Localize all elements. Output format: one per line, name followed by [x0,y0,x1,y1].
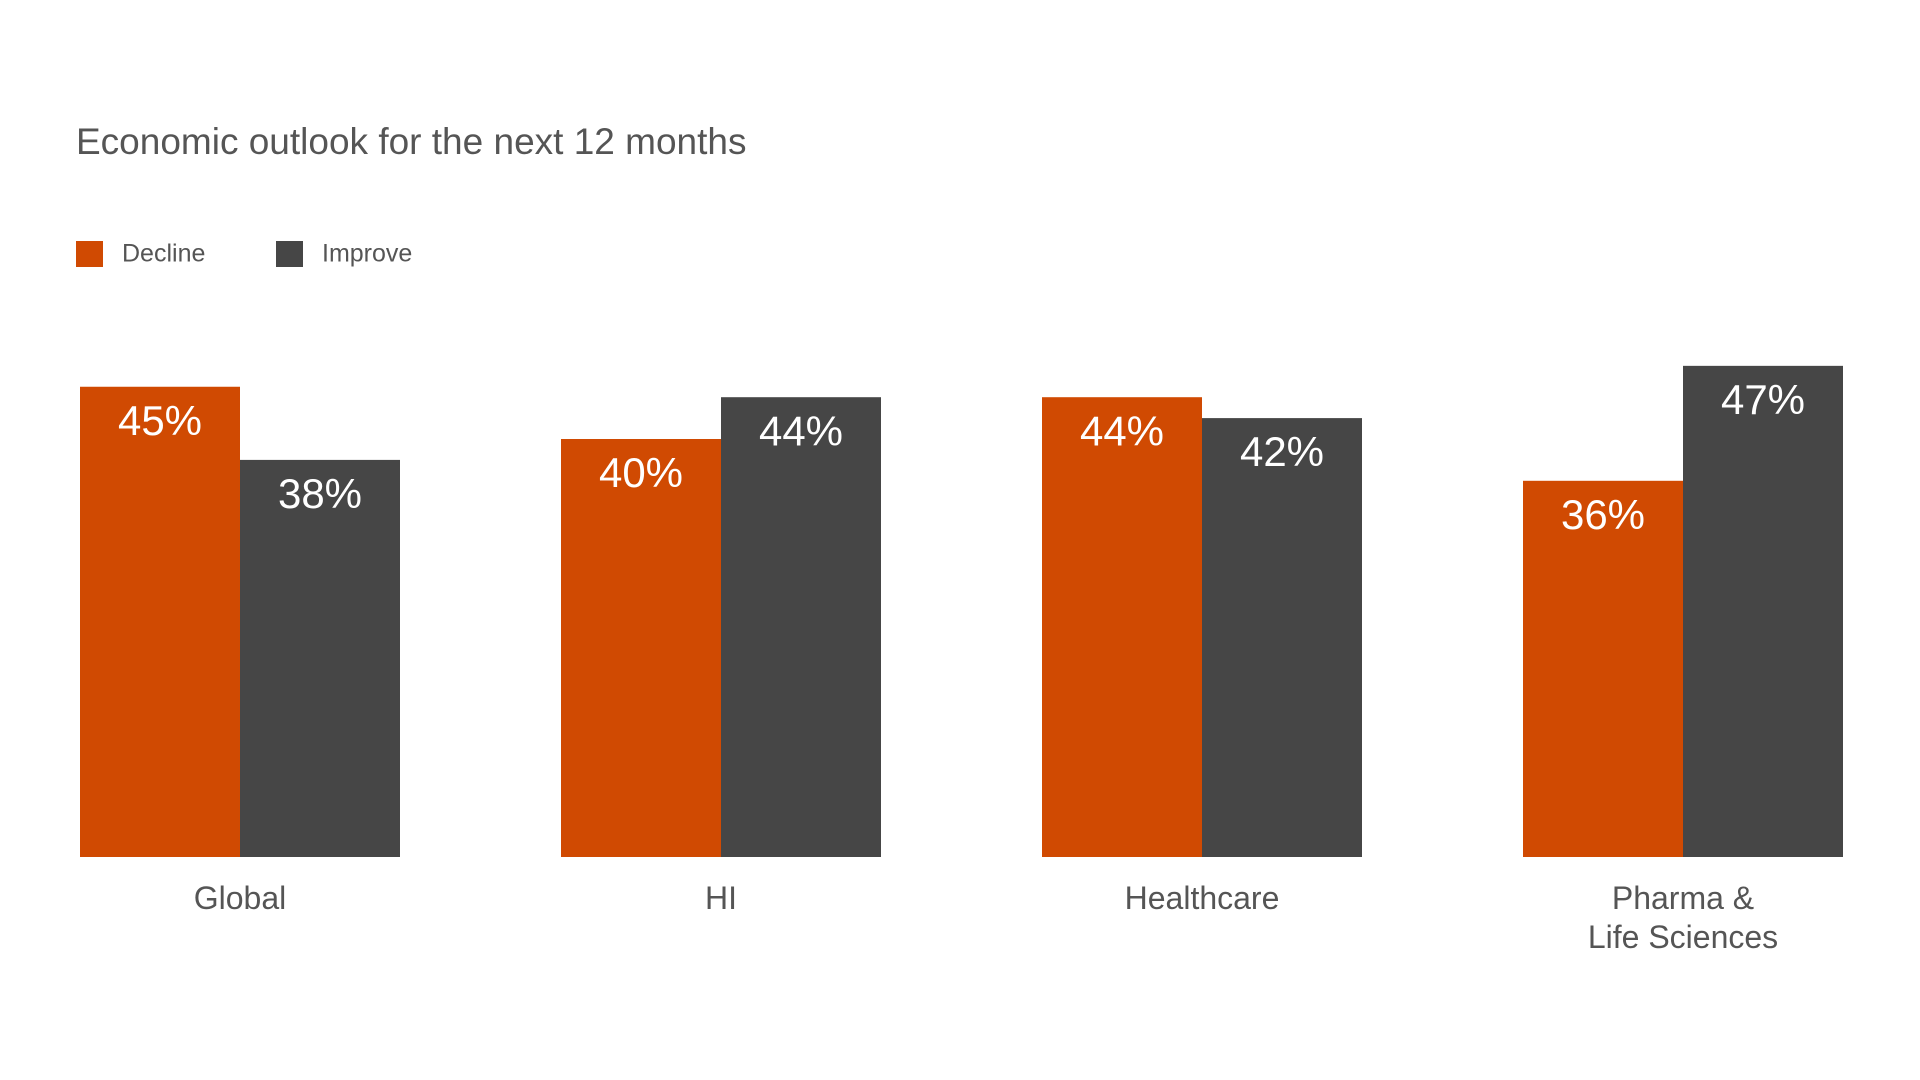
chart-title: Economic outlook for the next 12 months [76,121,746,162]
value-label: 44% [759,407,843,454]
value-label: 36% [1561,491,1645,538]
bar [1523,480,1683,857]
legend-label: Decline [122,240,205,268]
value-label: 44% [1080,407,1164,454]
bar [1042,397,1202,857]
legend-swatch [76,241,103,267]
x-tick-label: Global [193,880,287,916]
bar [1202,418,1362,857]
x-tick-label: HI [705,880,737,916]
value-label: 40% [599,449,683,496]
value-label: 38% [278,470,362,517]
bar [240,459,400,857]
bar [721,397,881,857]
value-label: 42% [1240,428,1324,475]
x-tick-label: Pharma & Life Sciences [1587,880,1779,955]
bar [1683,365,1843,857]
value-label: 45% [118,397,202,444]
legend-swatch [276,241,303,267]
legend-label: Improve [322,240,412,268]
x-tick-label: Healthcare [1124,880,1280,916]
value-label: 47% [1721,376,1805,423]
bar [80,386,240,857]
bar [561,439,721,857]
